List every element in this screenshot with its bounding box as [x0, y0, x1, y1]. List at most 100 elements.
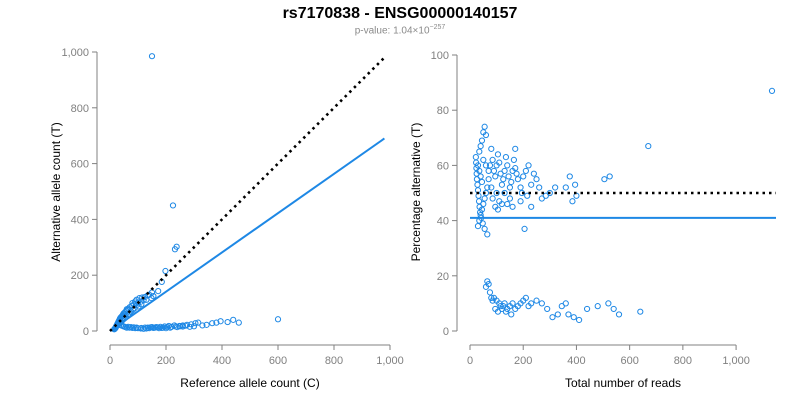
panel2-data-point [514, 176, 521, 183]
panel2-data-point [482, 131, 490, 139]
panel1-x-axis-title: Reference allele count (C) [180, 376, 319, 390]
panel1-data-point [203, 321, 210, 328]
panel1-y-tick-label: 200 [71, 270, 89, 282]
panel2-data-point [525, 162, 532, 169]
panel2-data-point [486, 289, 494, 296]
panel2-data-point [768, 87, 776, 94]
panel2-data-point [509, 300, 516, 307]
panel1-x-tick-label: 400 [213, 355, 231, 367]
panel2-data-point [482, 283, 490, 290]
panel1-data-point [217, 318, 224, 325]
panel1-y-tick-label: 400 [71, 214, 89, 226]
panel2-data-point [485, 167, 492, 175]
panel2-data-point [496, 198, 503, 205]
panel1-y-tick-label: 800 [71, 103, 89, 115]
panel1-data-point [150, 324, 157, 332]
panel1-data-point [199, 322, 206, 329]
panel2-x-tick-label: 800 [674, 355, 692, 367]
panel2-data-point [500, 176, 507, 183]
panel2-data-point [549, 314, 556, 321]
panel2-data-point [498, 181, 506, 188]
panel2-data-point [493, 189, 500, 197]
panel2-data-point [505, 173, 512, 180]
panel2-y-tick-label: 40 [437, 216, 449, 228]
panel1-y-tick-label: 1,000 [61, 47, 89, 59]
panel2-data-point [637, 308, 644, 315]
panel1-data-point [148, 53, 156, 60]
panel1-data-point [125, 323, 132, 330]
panel1-data-point [169, 202, 177, 209]
panel2-data-point [474, 223, 482, 230]
pvalue-exponent: −257 [429, 24, 446, 31]
panel2-data-point [493, 162, 500, 169]
panel1-data-point [132, 298, 139, 305]
panel2-data-point [502, 154, 510, 161]
chart-subtitle-pvalue: p-value: 1.04×10−257 [0, 24, 800, 36]
panel2-data-point [504, 200, 511, 208]
panel2-data-point [484, 231, 491, 238]
panel2-data-point [566, 173, 573, 180]
panel1-data-point [154, 324, 161, 331]
panel2-data-point [506, 195, 514, 202]
panel2-data-point [544, 305, 551, 313]
panel2-data-point [512, 145, 519, 152]
panel2-data-point [480, 156, 487, 163]
panel2-data-point [572, 181, 579, 188]
panel1-data-point [235, 319, 242, 326]
panel2-data-point [502, 308, 510, 315]
panel2-y-tick-label: 100 [431, 50, 449, 62]
panel2-data-point [501, 300, 508, 307]
panel2-data-point [478, 137, 486, 144]
panel2-data-point [562, 184, 569, 191]
panel2-data-point [490, 167, 498, 175]
panel2-data-point [476, 148, 483, 155]
panel1-data-point [162, 325, 170, 332]
panel1-y-axis-title: Alternative allele count (T) [49, 122, 63, 261]
panel2-data-point [594, 303, 601, 310]
panel2-data-point [485, 176, 492, 183]
panel1-data-point [224, 318, 231, 326]
panel2-data-point [552, 184, 559, 191]
panel2-data-point [522, 294, 529, 301]
panel1-data-point [127, 309, 134, 316]
panel1-y-tick-label: 600 [71, 159, 89, 171]
panel1-data-point [230, 316, 237, 323]
panel1-data-point [186, 323, 193, 330]
panel2-x-tick-label: 1,000 [722, 355, 750, 367]
panel1-data-point [179, 323, 186, 330]
panel1-reference-line [109, 56, 386, 332]
panel2-data-point [474, 162, 482, 169]
panel2-x-tick-label: 200 [514, 355, 532, 367]
panel2-data-point [475, 198, 483, 205]
panel1-data-point [167, 324, 174, 331]
panel2-data-point [528, 181, 535, 188]
panel2-data-point [570, 314, 577, 321]
panel2-data-point [497, 170, 504, 177]
panel2-data-point [481, 225, 488, 232]
panel2-data-point [481, 195, 488, 202]
panel2-data-point [528, 300, 535, 307]
panel2-data-point [522, 167, 529, 175]
panel2-data-point [477, 142, 484, 150]
pvalue-mantissa: p-value: 1.04×10 [354, 25, 430, 37]
panel2-data-point [494, 308, 502, 315]
panel2-data-point [492, 173, 499, 180]
panel1-data-point [162, 267, 169, 275]
panel1-data-point [182, 322, 189, 329]
panel2-data-point [520, 173, 527, 180]
panel2-data-point [482, 162, 490, 169]
panel2-data-point [610, 305, 617, 313]
panel2-data-point [533, 297, 540, 304]
panel2-y-tick-label: 20 [437, 271, 449, 283]
panel2-data-point [489, 156, 496, 163]
panel1-data-point [209, 320, 216, 327]
panel2-data-point [494, 151, 502, 158]
panel2-data-point [542, 192, 549, 199]
panel2-y-axis-title: Percentage alternative (T) [409, 123, 423, 262]
panel2-data-point [583, 305, 591, 313]
panel1-data-point [190, 323, 198, 330]
panel2-data-point [524, 192, 531, 199]
panel2-data-point [504, 162, 511, 169]
panel2-data-point [472, 154, 479, 161]
panel1-data-point [164, 323, 171, 331]
